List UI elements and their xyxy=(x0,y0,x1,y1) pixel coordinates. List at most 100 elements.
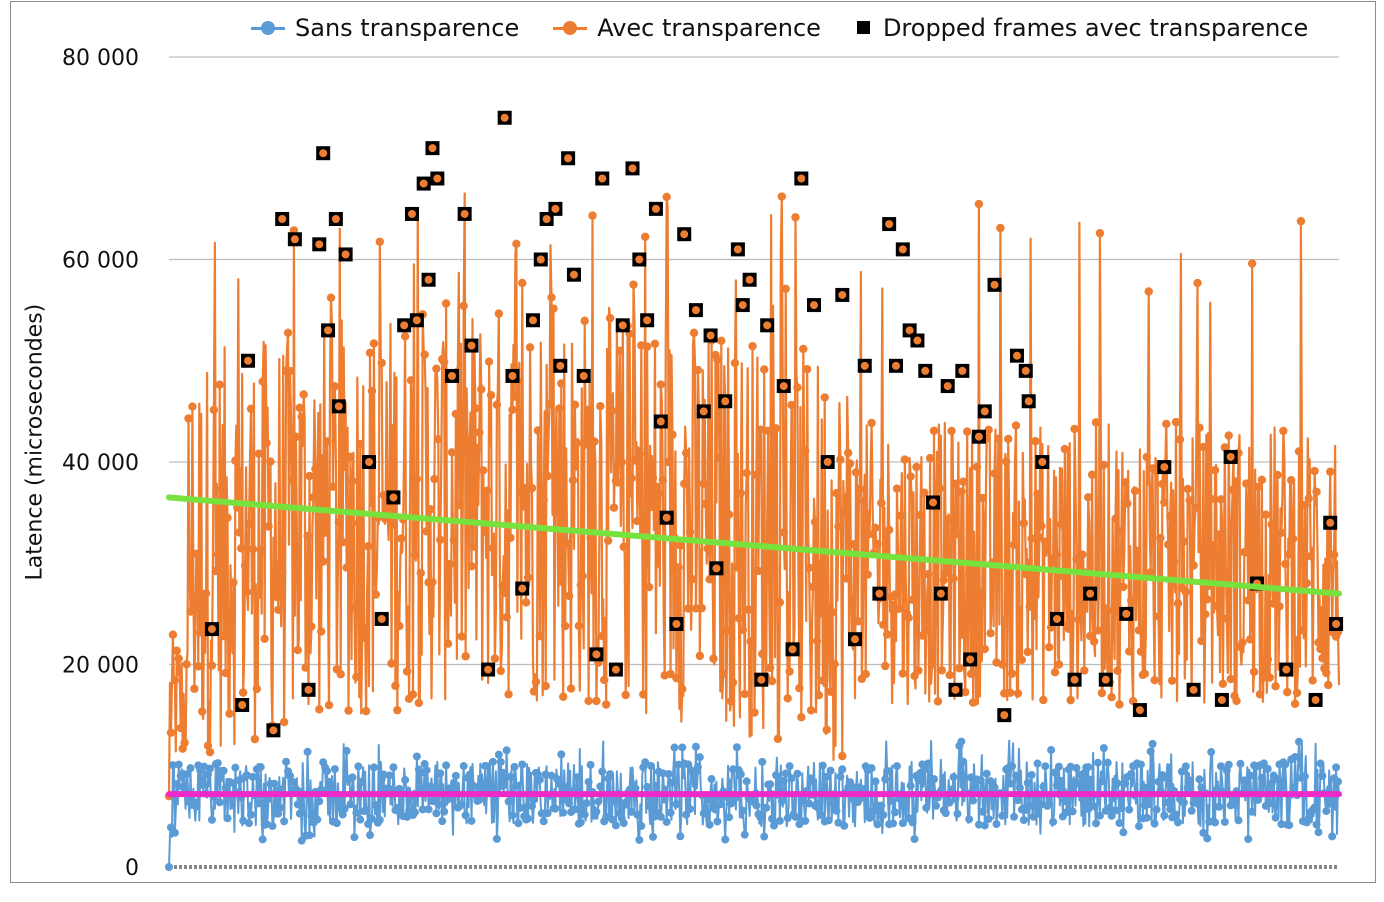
point-dropped-center xyxy=(460,209,469,218)
y-tick-label: 60 000 xyxy=(62,249,139,274)
point-avec xyxy=(1169,557,1179,566)
point-dropped-center xyxy=(628,164,637,173)
point-avec xyxy=(736,488,746,498)
point-avec xyxy=(506,533,515,543)
point-sans xyxy=(293,800,302,809)
point-avec xyxy=(1210,466,1220,475)
point-avec xyxy=(658,476,667,485)
point-avec xyxy=(728,678,738,687)
point-avec xyxy=(1162,419,1171,429)
point-sans xyxy=(822,772,831,781)
point-avec xyxy=(377,358,386,368)
point-avec xyxy=(359,626,369,635)
point-sans xyxy=(873,820,882,829)
point-sans xyxy=(758,757,767,766)
point-avec xyxy=(1247,259,1257,268)
point-sans xyxy=(717,800,726,809)
point-sans xyxy=(867,764,876,773)
point-avec xyxy=(1314,638,1323,647)
point-sans xyxy=(1183,783,1192,792)
point-avec xyxy=(980,644,989,654)
point-avec xyxy=(777,192,787,201)
point-avec xyxy=(367,386,377,396)
point-avec xyxy=(412,474,422,484)
point-avec xyxy=(1322,668,1331,678)
point-sans xyxy=(691,742,700,751)
point-avec xyxy=(758,649,767,659)
point-avec xyxy=(695,651,705,661)
point-sans xyxy=(442,761,451,770)
point-dropped-center xyxy=(1024,397,1033,406)
point-avec xyxy=(578,571,587,581)
point-sans xyxy=(440,807,449,816)
point-avec xyxy=(1308,676,1317,685)
point-sans xyxy=(323,766,332,775)
point-sans xyxy=(565,799,574,808)
point-dropped-center xyxy=(331,215,340,223)
point-sans xyxy=(371,801,380,810)
point-avec xyxy=(855,484,865,494)
point-avec xyxy=(1005,688,1015,697)
point-avec xyxy=(328,482,338,491)
point-sans xyxy=(596,782,605,791)
point-avec xyxy=(529,687,539,696)
point-avec xyxy=(317,627,326,636)
point-avec xyxy=(693,365,703,375)
point-avec xyxy=(490,654,500,663)
point-sans xyxy=(906,781,915,790)
point-avec xyxy=(713,355,722,364)
point-dropped-center xyxy=(980,407,989,416)
point-dropped-center xyxy=(407,209,416,218)
point-avec xyxy=(945,670,954,680)
point-dropped-center xyxy=(419,179,428,188)
point-sans xyxy=(941,809,950,818)
point-dropped-center xyxy=(1282,665,1291,674)
point-avec xyxy=(1035,533,1044,542)
point-avec xyxy=(916,510,925,520)
point-sans xyxy=(356,815,365,824)
point-sans xyxy=(504,797,513,806)
point-avec xyxy=(1156,533,1165,543)
point-avec xyxy=(318,557,328,566)
point-sans xyxy=(1322,807,1331,816)
point-sans xyxy=(358,777,367,786)
point-sans xyxy=(898,819,907,828)
point-avec xyxy=(568,476,578,485)
point-sans xyxy=(570,805,579,814)
point-sans xyxy=(1113,779,1122,788)
point-sans xyxy=(276,803,285,812)
point-avec xyxy=(1044,643,1054,652)
point-sans xyxy=(1029,812,1038,821)
point-sans xyxy=(467,816,476,825)
point-dropped-center xyxy=(1000,711,1009,720)
point-avec xyxy=(477,385,486,394)
point-sans xyxy=(1013,796,1022,805)
point-avec xyxy=(752,470,761,480)
point-avec xyxy=(1025,602,1034,611)
point-avec xyxy=(1076,593,1085,602)
point-avec xyxy=(430,474,439,484)
point-avec xyxy=(779,528,788,537)
point-avec xyxy=(502,612,511,622)
point-sans xyxy=(1334,777,1343,786)
point-sans xyxy=(998,811,1007,820)
point-sans xyxy=(990,783,999,792)
point-sans xyxy=(582,799,591,808)
point-dropped-center xyxy=(891,361,900,370)
point-sans xyxy=(1203,834,1212,843)
point-dropped-center xyxy=(278,215,287,223)
point-dropped-center xyxy=(1332,620,1341,628)
point-avec xyxy=(1285,550,1294,559)
point-sans xyxy=(766,780,775,789)
point-sans xyxy=(949,773,958,782)
point-avec xyxy=(1107,692,1116,702)
point-sans xyxy=(449,778,458,787)
point-avec xyxy=(197,707,207,716)
point-dropped-center xyxy=(315,240,324,249)
point-avec xyxy=(246,404,256,414)
point-avec xyxy=(192,549,201,559)
point-sans xyxy=(1074,779,1083,788)
point-avec xyxy=(1298,625,1308,635)
point-sans xyxy=(557,750,566,759)
point-avec xyxy=(867,418,876,428)
